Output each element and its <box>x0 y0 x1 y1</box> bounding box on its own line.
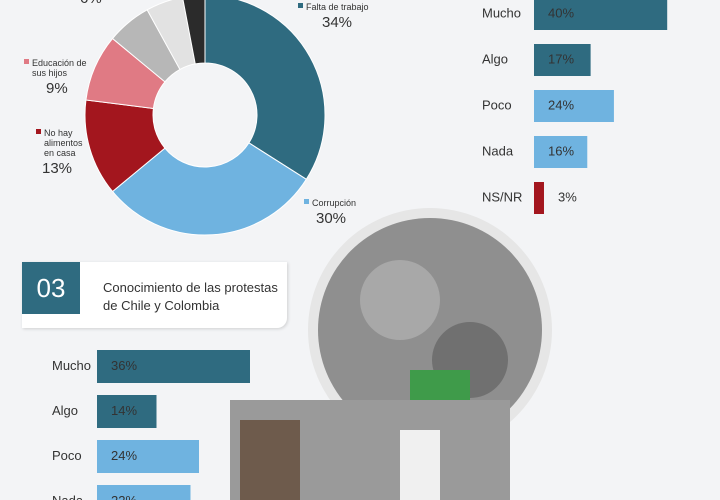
value-label: 24% <box>111 448 137 463</box>
slice-value: 6% <box>80 0 102 7</box>
category-label: Mucho <box>52 358 91 373</box>
donut <box>84 0 326 236</box>
bar <box>97 485 191 500</box>
donut-slice <box>204 0 326 180</box>
label-swatch <box>304 199 309 204</box>
value-label: 16% <box>548 143 574 158</box>
slice-label: No hay alimentos en casa <box>44 128 83 158</box>
donut-slice <box>182 0 206 65</box>
label-swatch <box>36 129 41 134</box>
value-label: 40% <box>548 5 574 20</box>
bar <box>534 44 591 76</box>
value-label: 3% <box>558 189 577 204</box>
category-label: Nada <box>52 493 84 500</box>
crowd-photo <box>230 208 552 500</box>
category-label: NS/NR <box>482 189 522 204</box>
bar <box>534 136 588 168</box>
category-label: Algo <box>52 403 78 418</box>
value-label: 24% <box>548 97 574 112</box>
slice-label: Falta de trabajo <box>306 2 369 12</box>
donut-slice <box>111 142 308 236</box>
slice-value: 34% <box>322 14 353 31</box>
category-label: Nada <box>482 143 514 158</box>
value-label: 14% <box>111 403 137 418</box>
slice-label: Educación de sus hijos <box>32 58 87 78</box>
label-swatch <box>298 3 303 8</box>
bar <box>534 90 614 122</box>
slice-value: 9% <box>46 80 68 97</box>
bar <box>534 182 544 214</box>
value-label: 22% <box>111 493 137 500</box>
category-label: Algo <box>482 51 508 66</box>
value-label: 17% <box>548 51 574 66</box>
section-title: Conocimiento de las protestas de Chile y… <box>103 280 278 313</box>
bar <box>97 440 199 473</box>
label-swatch <box>24 59 29 64</box>
slice-label: Corrupción <box>312 198 357 208</box>
category-label: Poco <box>482 97 512 112</box>
category-label: Mucho <box>482 5 521 20</box>
slice-value: 13% <box>42 160 73 177</box>
slice-value: 30% <box>316 210 347 227</box>
bar <box>97 395 157 428</box>
category-label: Poco <box>52 448 82 463</box>
section-number: 03 <box>22 262 80 314</box>
bar <box>534 0 668 30</box>
value-label: 36% <box>111 358 137 373</box>
bar <box>97 350 250 383</box>
